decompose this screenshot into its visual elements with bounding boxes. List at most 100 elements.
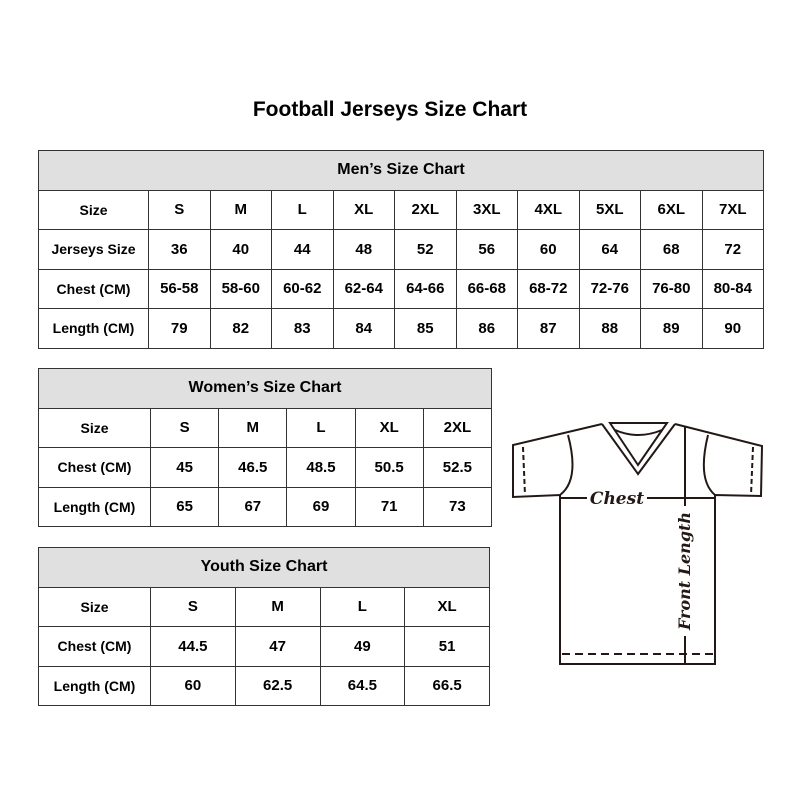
row-label: Size (38, 407, 151, 448)
table-cell: 68-72 (517, 268, 580, 309)
table-cell: 3XL (455, 189, 518, 230)
row-label: Jerseys Size (38, 229, 149, 270)
table-cell: 44 (271, 229, 334, 270)
table-row: Size S M L XL 2XL 3XL 4XL 5XL 6XL 7XL (38, 189, 764, 230)
table-cell: 82 (209, 308, 272, 349)
table-cell: 60-62 (271, 268, 334, 309)
table-row: Jerseys Size 36 40 44 48 52 56 60 64 68 72 (38, 229, 764, 270)
table-cell: 52 (394, 229, 457, 270)
table-cell: 72 (701, 229, 764, 270)
table-cell: 86 (455, 308, 518, 349)
table-cell: 5XL (578, 189, 641, 230)
table-cell: 4XL (517, 189, 580, 230)
table-cell: XL (332, 189, 395, 230)
table-cell: 50.5 (354, 447, 424, 488)
table-row: Length (CM) 79 82 83 84 85 86 87 88 89 90 (38, 308, 764, 349)
row-label: Length (CM) (38, 308, 149, 349)
womens-size-table: Women’s Size Chart Size S M L XL 2XL Chest (CM)… (38, 368, 493, 527)
table-cell: L (286, 407, 356, 448)
table-cell: 60 (150, 665, 236, 706)
table-cell: 40 (209, 229, 272, 270)
table-cell: M (209, 189, 272, 230)
table-cell: 66-68 (455, 268, 518, 309)
table-cell: 67 (218, 486, 288, 527)
row-label: Length (CM) (38, 486, 151, 527)
table-cell: 47 (234, 626, 321, 667)
table-cell: 46.5 (218, 447, 288, 488)
front-length-label: Front Length (675, 512, 694, 631)
table-row: Chest (CM) 44.5 47 49 51 (38, 626, 490, 667)
table-cell: L (319, 586, 406, 627)
table-cell: 84 (332, 308, 395, 349)
jersey-diagram: Chest Front Length (512, 422, 764, 665)
page-title: Football Jerseys Size Chart (252, 98, 528, 121)
table-cell: 65 (149, 486, 220, 527)
table-cell: 45 (149, 447, 220, 488)
table-cell: 73 (422, 486, 493, 527)
table-cell: 85 (394, 308, 457, 349)
table-cell: 76-80 (640, 268, 703, 309)
table-cell: XL (354, 407, 424, 448)
table-cell: L (271, 189, 334, 230)
youth-size-table: Youth Size Chart Size S M L XL Chest (CM) 44.5 4… (38, 547, 490, 706)
sleeve-hems (522, 446, 754, 496)
table-row: Chest (CM) 56-58 58-60 60-62 62-64 64-66 66-68… (38, 268, 764, 309)
table-cell: 58-60 (209, 268, 272, 309)
table-cell: 89 (640, 308, 703, 349)
table-cell: 48 (332, 229, 395, 270)
table-cell: 64 (578, 229, 641, 270)
table-cell: 2XL (422, 407, 493, 448)
table-cell: 71 (354, 486, 424, 527)
table-cell: XL (404, 586, 490, 627)
table-cell: 83 (271, 308, 334, 349)
table-cell: S (149, 407, 220, 448)
table-cell: 90 (701, 308, 764, 349)
table-cell: 62.5 (234, 665, 321, 706)
row-label: Chest (CM) (38, 447, 151, 488)
table-cell: 7XL (701, 189, 764, 230)
table-cell: M (234, 586, 321, 627)
row-label: Size (38, 586, 151, 627)
table-cell: 72-76 (578, 268, 641, 309)
table-cell: 51 (404, 626, 490, 667)
table-cell: 44.5 (150, 626, 236, 667)
jersey-outline (512, 423, 764, 665)
table-row: Length (CM) 65 67 69 71 73 (38, 486, 493, 527)
table-cell: 56 (455, 229, 518, 270)
table-cell: 87 (517, 308, 580, 349)
table-title: Youth Size Chart (38, 547, 490, 588)
sleeve-seams (559, 434, 716, 496)
table-title: Women’s Size Chart (38, 368, 492, 409)
table-cell: 66.5 (404, 665, 490, 706)
table-cell: 48.5 (286, 447, 356, 488)
table-cell: 49 (319, 626, 406, 667)
row-label: Size (38, 189, 149, 230)
row-label: Length (CM) (38, 665, 151, 706)
table-cell: 68 (640, 229, 703, 270)
table-cell: 64-66 (394, 268, 457, 309)
table-cell: 88 (578, 308, 641, 349)
table-cell: M (218, 407, 288, 448)
mens-size-table: Men’s Size Chart Size S M L XL 2XL 3XL 4XL 5XL 6XL… (38, 150, 764, 349)
table-cell: 60 (517, 229, 580, 270)
table-row: Size S M L XL 2XL (38, 407, 493, 448)
row-label: Chest (CM) (38, 268, 149, 309)
table-cell: 2XL (394, 189, 457, 230)
table-row: Length (CM) 60 62.5 64.5 66.5 (38, 665, 490, 706)
table-cell: 80-84 (701, 268, 764, 309)
table-cell: 6XL (640, 189, 703, 230)
table-row: Chest (CM) 45 46.5 48.5 50.5 52.5 (38, 447, 493, 488)
table-cell: 52.5 (422, 447, 493, 488)
table-cell: 69 (286, 486, 356, 527)
row-label: Chest (CM) (38, 626, 151, 667)
table-title: Men’s Size Chart (38, 150, 764, 191)
table-row: Size S M L XL (38, 586, 490, 627)
table-cell: 64.5 (319, 665, 406, 706)
chest-label: Chest (590, 489, 644, 509)
table-cell: 62-64 (332, 268, 395, 309)
collar (601, 422, 676, 476)
table-cell: 79 (148, 308, 211, 349)
table-cell: 56-58 (148, 268, 211, 309)
table-cell: S (148, 189, 211, 230)
table-cell: S (150, 586, 236, 627)
